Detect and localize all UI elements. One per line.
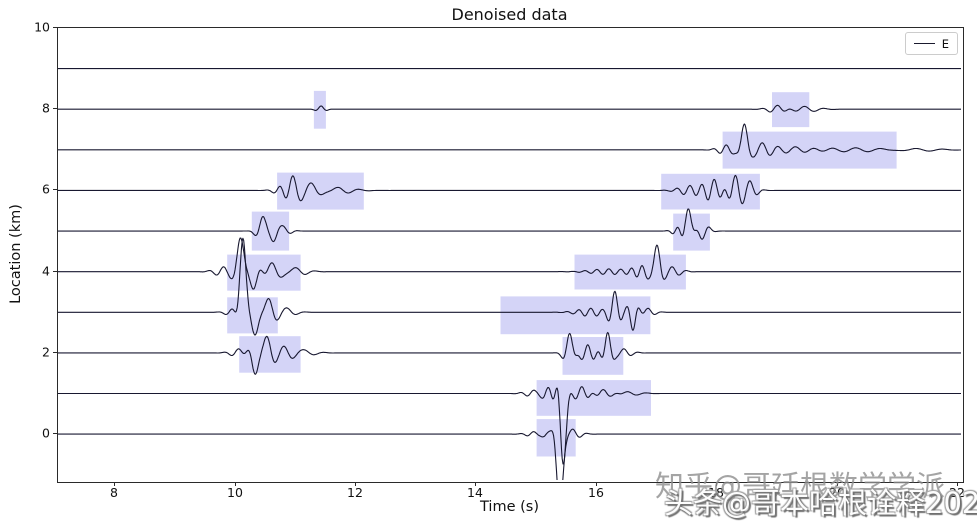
y-tick-label: 6 xyxy=(42,181,50,197)
x-tick-mark xyxy=(596,482,597,486)
x-tick-mark xyxy=(355,482,356,486)
x-tick-mark xyxy=(837,482,838,486)
x-axis-label: Time (s) xyxy=(480,499,539,515)
highlight-box xyxy=(251,211,290,251)
seismic-trace xyxy=(58,237,961,336)
watermark-zhihu: 知乎@哥廷根数学学派 xyxy=(655,469,946,503)
highlight-box xyxy=(500,296,651,335)
highlight-box xyxy=(239,336,301,373)
x-tick-label: 20 xyxy=(829,485,845,500)
x-tick-label: 18 xyxy=(708,485,724,500)
x-tick-mark xyxy=(716,482,717,486)
y-tick-mark xyxy=(53,189,57,190)
x-tick-label: 16 xyxy=(588,485,604,500)
chart-title: Denoised data xyxy=(451,5,568,24)
highlight-box xyxy=(574,254,686,290)
seismic-trace xyxy=(58,208,961,243)
y-tick-label: 0 xyxy=(42,425,50,441)
highlight-box xyxy=(277,172,364,210)
highlight-box xyxy=(536,380,651,416)
highlight-box xyxy=(313,90,326,129)
watermark-toutiao: 头条@哥本哈根诠释2023 xyxy=(664,486,977,520)
x-tick-label: 12 xyxy=(347,485,363,500)
y-tick-label: 4 xyxy=(42,263,50,279)
seismic-trace xyxy=(58,386,961,465)
y-tick-mark xyxy=(53,108,57,109)
legend-label: E xyxy=(941,36,949,51)
legend: E xyxy=(904,32,958,55)
x-tick-mark xyxy=(235,482,236,486)
x-tick-label: 14 xyxy=(467,485,483,500)
y-tick-mark xyxy=(53,352,57,353)
seismic-trace xyxy=(58,331,961,375)
highlight-box xyxy=(536,419,576,457)
y-tick-label: 2 xyxy=(42,344,50,360)
waveform-svg xyxy=(58,68,961,480)
y-axis-label: Location (km) xyxy=(8,204,24,304)
plot-area: E xyxy=(57,27,964,483)
seismic-trace xyxy=(58,174,961,205)
x-tick-mark xyxy=(114,482,115,486)
x-tick-mark xyxy=(475,482,476,486)
y-tick-mark xyxy=(53,27,57,28)
seismic-trace xyxy=(58,428,961,480)
x-tick-label: 22 xyxy=(949,485,965,500)
seismic-trace xyxy=(58,104,961,113)
y-tick-mark xyxy=(53,433,57,434)
x-tick-label: 8 xyxy=(110,485,118,500)
seismic-trace xyxy=(58,237,961,290)
seismic-trace xyxy=(58,123,961,158)
y-tick-mark xyxy=(53,271,57,272)
legend-line-icon xyxy=(913,43,935,44)
x-tick-mark xyxy=(957,482,958,486)
y-tick-label: 8 xyxy=(42,100,50,116)
y-tick-label: 10 xyxy=(34,19,50,35)
x-tick-label: 10 xyxy=(227,485,243,500)
